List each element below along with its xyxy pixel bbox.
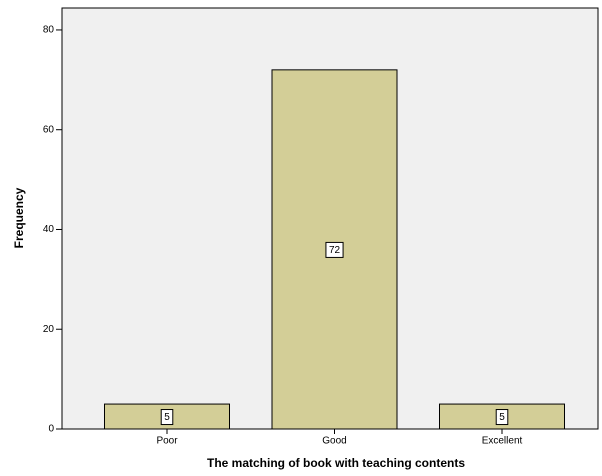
y-tick-label: 40 (43, 224, 55, 235)
y-tick-label: 0 (48, 424, 54, 435)
value-label-box (160, 409, 174, 426)
y-tick-label: 20 (43, 324, 55, 335)
value-label-box (495, 409, 509, 426)
x-tick-label: Excellent (482, 436, 523, 447)
x-tick-label: Poor (156, 436, 178, 447)
x-tick-label: Good (322, 436, 346, 447)
y-axis-label: Frequency (12, 187, 26, 248)
y-tick-label: 60 (43, 124, 55, 135)
value-label: 5 (164, 412, 170, 423)
value-label: 72 (329, 245, 341, 256)
y-tick-label: 80 (43, 25, 55, 36)
value-label-box (325, 241, 344, 258)
x-axis-label: The matching of book with teaching conte… (207, 456, 465, 470)
value-label: 5 (499, 412, 505, 423)
